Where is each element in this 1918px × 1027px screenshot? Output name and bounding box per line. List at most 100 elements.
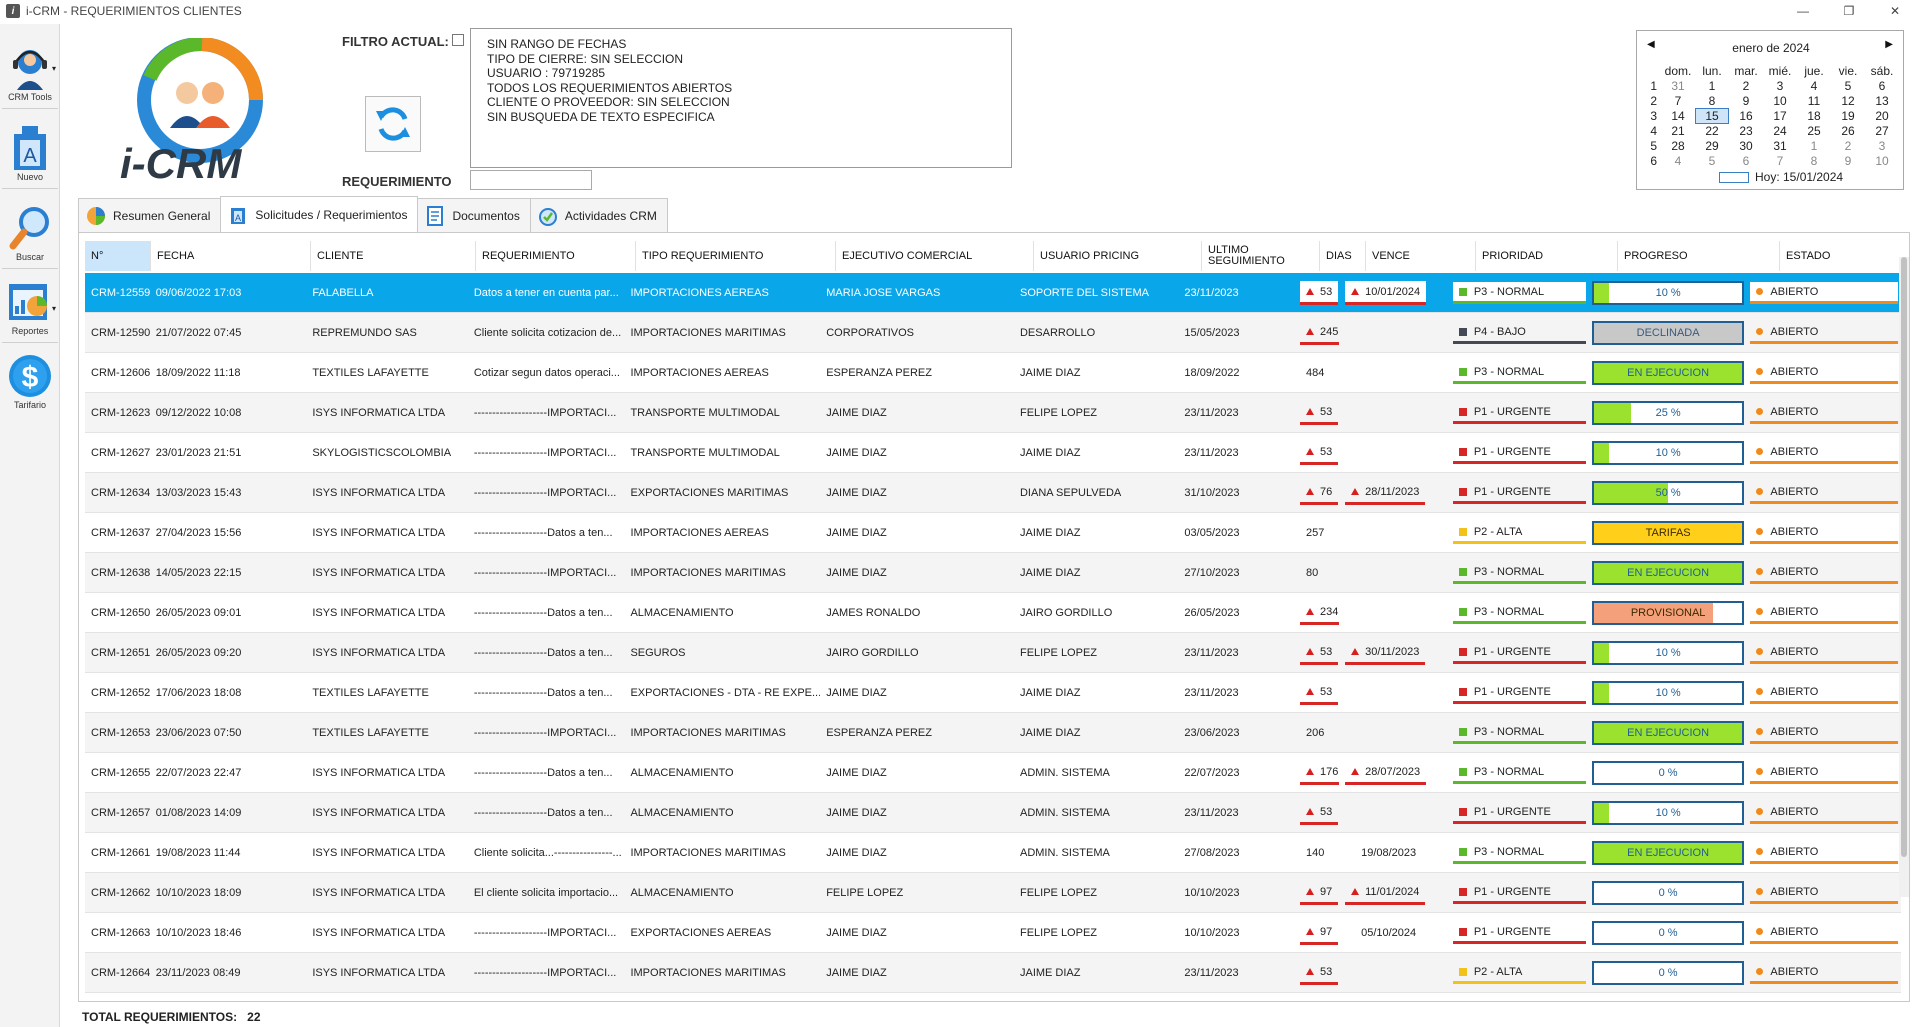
- calendar-day[interactable]: 5: [1708, 153, 1716, 168]
- tab-actividades-crm[interactable]: Actividades CRM: [529, 198, 668, 232]
- calendar-month-label[interactable]: enero de 2024: [1732, 41, 1810, 55]
- calendar-day[interactable]: 6: [1878, 78, 1886, 93]
- calendar-day[interactable]: 1: [1810, 138, 1818, 153]
- calendar-day[interactable]: 3: [1776, 78, 1784, 93]
- calendar-day[interactable]: 7: [1776, 153, 1784, 168]
- calendar-day[interactable]: 2: [1844, 138, 1852, 153]
- column-header-cliente[interactable]: CLIENTE: [311, 241, 476, 271]
- close-button[interactable]: ✕: [1889, 4, 1901, 18]
- calendar-day[interactable]: 19: [1841, 108, 1855, 123]
- tab-resumen-general[interactable]: Resumen General: [78, 198, 222, 232]
- table-row[interactable]: CRM-12590 21/07/2022 07:45 REPREMUNDO SAS C…: [85, 313, 1901, 353]
- column-header-pricing[interactable]: USUARIO PRICING: [1034, 241, 1202, 271]
- calendar-day[interactable]: 4: [1810, 78, 1818, 93]
- calendar-day[interactable]: 15: [1695, 107, 1729, 124]
- reportes-dropdown-icon[interactable]: ▾: [52, 304, 57, 313]
- maximize-button[interactable]: ❐: [1843, 4, 1855, 18]
- calendar-day[interactable]: 11: [1807, 93, 1821, 108]
- calendar-day[interactable]: 22: [1705, 123, 1719, 138]
- calendar-day[interactable]: 3: [1878, 138, 1886, 153]
- column-header-ejec[interactable]: EJECUTIVO COMERCIAL: [836, 241, 1034, 271]
- table-row[interactable]: CRM-12663 10/10/2023 18:46 ISYS INFORMATIC…: [85, 913, 1901, 953]
- table-row[interactable]: CRM-12657 01/08/2023 14:09 ISYS INFORMATIC…: [85, 793, 1901, 833]
- table-row[interactable]: CRM-12664 23/11/2023 08:49 ISYS INFORMATIC…: [85, 953, 1901, 993]
- column-header-estado[interactable]: ESTADO: [1780, 241, 1909, 271]
- calendar-day[interactable]: 2: [1742, 78, 1750, 93]
- calendar-day[interactable]: 25: [1807, 123, 1821, 138]
- tab-documentos[interactable]: Documentos: [417, 198, 531, 232]
- buscar-button[interactable]: Buscar: [0, 192, 60, 264]
- column-header-tipo[interactable]: TIPO REQUERIMIENTO: [636, 241, 836, 271]
- column-header-dias[interactable]: DIAS: [1320, 241, 1366, 271]
- table-row[interactable]: CRM-12637 27/04/2023 15:56 ISYS INFORMATIC…: [85, 513, 1901, 553]
- calendar-day[interactable]: 18: [1807, 108, 1821, 123]
- calendar-day[interactable]: 10: [1875, 153, 1889, 168]
- tarifario-button[interactable]: $ Tarifario: [0, 340, 60, 412]
- calendar-day[interactable]: 29: [1705, 138, 1719, 153]
- calendar-day[interactable]: 6: [1742, 153, 1750, 168]
- calendar-day[interactable]: 27: [1875, 123, 1889, 138]
- crm-tools-button[interactable]: CRM Tools: [0, 32, 60, 104]
- calendar-day[interactable]: 9: [1844, 153, 1852, 168]
- requerimiento-input[interactable]: [470, 170, 592, 190]
- calendar-day[interactable]: 1: [1708, 78, 1716, 93]
- cell-dias: 140: [1294, 833, 1339, 873]
- vertical-scrollbar[interactable]: [1899, 257, 1909, 897]
- calendar-day[interactable]: 31: [1671, 78, 1685, 93]
- table-row[interactable]: CRM-12652 17/06/2023 18:08 TEXTILES LAFAYE…: [85, 673, 1901, 713]
- calendar-day[interactable]: 7: [1674, 93, 1682, 108]
- table-row[interactable]: CRM-12638 14/05/2023 22:15 ISYS INFORMATIC…: [85, 553, 1901, 593]
- calendar-prev-icon[interactable]: ◀: [1647, 39, 1655, 50]
- calendar-day[interactable]: 20: [1875, 108, 1889, 123]
- calendar-day[interactable]: 26: [1841, 123, 1855, 138]
- filtro-actual-checkbox[interactable]: [452, 34, 464, 46]
- table-row[interactable]: CRM-12650 26/05/2023 09:01 ISYS INFORMATIC…: [85, 593, 1901, 633]
- table-row[interactable]: CRM-12559 09/06/2022 17:03 FALABELLA Datos …: [85, 273, 1901, 313]
- calendar-day[interactable]: 13: [1875, 93, 1889, 108]
- calendar-next-icon[interactable]: ▶: [1885, 39, 1893, 50]
- table-row[interactable]: CRM-12634 13/03/2023 15:43 ISYS INFORMATIC…: [85, 473, 1901, 513]
- calendar-day[interactable]: 5: [1844, 78, 1852, 93]
- table-row[interactable]: CRM-12651 26/05/2023 09:20 ISYS INFORMATIC…: [85, 633, 1901, 673]
- column-header-n[interactable]: N°: [85, 241, 151, 271]
- calendar-day[interactable]: 10: [1773, 93, 1787, 108]
- status-badge: ABIERTO: [1750, 322, 1899, 344]
- column-header-prio[interactable]: PRIORIDAD: [1476, 241, 1618, 271]
- calendar-day[interactable]: 14: [1671, 108, 1685, 123]
- calendar-day[interactable]: 31: [1773, 138, 1787, 153]
- refresh-button[interactable]: [365, 96, 421, 152]
- calendar-today[interactable]: Hoy: 15/01/2024: [1719, 170, 1843, 184]
- calendar-day[interactable]: 12: [1841, 93, 1855, 108]
- table-row[interactable]: CRM-12627 23/01/2023 21:51 SKYLOGISTICSCOL…: [85, 433, 1901, 473]
- calendar-day[interactable]: 16: [1739, 108, 1753, 123]
- calendar-day[interactable]: 17: [1773, 108, 1787, 123]
- nuevo-button[interactable]: A Nuevo: [0, 112, 60, 184]
- table-row[interactable]: CRM-12662 10/10/2023 18:09 ISYS INFORMATIC…: [85, 873, 1901, 913]
- tab-solicitudes-requerimientos[interactable]: A Solicitudes / Requerimientos: [220, 196, 419, 232]
- calendar-day[interactable]: 4: [1674, 153, 1682, 168]
- column-header-ult[interactable]: ULTIMO SEGUIMIENTO: [1202, 241, 1320, 271]
- table-row[interactable]: CRM-12653 23/06/2023 07:50 TEXTILES LAFAYE…: [85, 713, 1901, 753]
- month-calendar[interactable]: ◀ enero de 2024 ▶ dom. lun. mar. mié. jue. vi…: [1636, 30, 1904, 190]
- dias-plain: 257: [1300, 521, 1330, 545]
- minimize-button[interactable]: —: [1797, 4, 1809, 18]
- scrollbar-thumb[interactable]: [1901, 257, 1907, 857]
- crm-tools-dropdown-icon[interactable]: ▾: [52, 64, 57, 73]
- calendar-day[interactable]: 8: [1708, 93, 1716, 108]
- calendar-day[interactable]: 9: [1742, 93, 1750, 108]
- column-header-vence[interactable]: VENCE: [1366, 241, 1476, 271]
- table-row[interactable]: CRM-12655 22/07/2023 22:47 ISYS INFORMATIC…: [85, 753, 1901, 793]
- table-row[interactable]: CRM-12623 09/12/2022 10:08 ISYS INFORMATIC…: [85, 393, 1901, 433]
- calendar-day[interactable]: 24: [1773, 123, 1787, 138]
- table-row[interactable]: CRM-12661 19/08/2023 11:44 ISYS INFORMATIC…: [85, 833, 1901, 873]
- calendar-day[interactable]: 28: [1671, 138, 1685, 153]
- column-header-prog[interactable]: PROGRESO: [1618, 241, 1780, 271]
- calendar-day[interactable]: 30: [1739, 138, 1753, 153]
- table-row[interactable]: CRM-12606 18/09/2022 11:18 TEXTILES LAFAYE…: [85, 353, 1901, 393]
- reportes-button[interactable]: Reportes: [0, 266, 60, 338]
- column-header-fecha[interactable]: FECHA: [151, 241, 311, 271]
- calendar-day[interactable]: 23: [1739, 123, 1753, 138]
- calendar-day[interactable]: 8: [1810, 153, 1818, 168]
- calendar-day[interactable]: 21: [1671, 123, 1685, 138]
- column-header-req[interactable]: REQUERIMIENTO: [476, 241, 636, 271]
